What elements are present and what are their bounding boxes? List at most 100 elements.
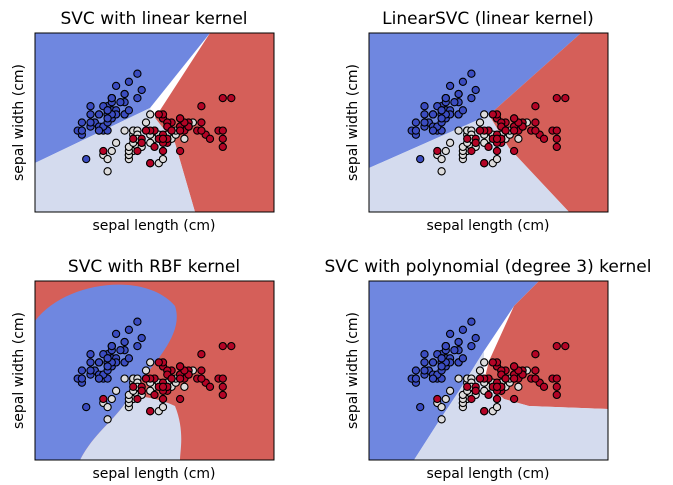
data-point-setosa <box>124 77 134 86</box>
data-point-setosa <box>467 93 476 103</box>
data-point-setosa <box>420 110 429 119</box>
data-point-virginica <box>158 146 168 156</box>
data-point-virginica <box>501 374 510 383</box>
data-point-virginica <box>175 374 185 383</box>
data-point-versicolor <box>103 415 112 424</box>
data-point-setosa <box>133 69 142 78</box>
decision-regions <box>35 33 274 212</box>
data-point-virginica <box>150 142 159 152</box>
data-point-virginica <box>488 358 497 367</box>
data-point-virginica <box>552 142 561 152</box>
data-point-virginica <box>175 362 185 371</box>
data-point-versicolor <box>454 374 463 383</box>
data-point-virginica <box>175 126 185 135</box>
data-point-setosa <box>86 110 95 119</box>
data-point-virginica <box>509 374 519 383</box>
data-point-setosa <box>82 402 91 412</box>
data-point-setosa <box>471 333 480 343</box>
data-point-setosa <box>411 118 421 127</box>
data-point-virginica <box>509 114 519 123</box>
subplot-svc-poly: SVC with polynomial (degree 3) kernel se… <box>325 257 652 482</box>
data-point-setosa <box>124 354 134 363</box>
data-point-virginica <box>197 350 206 359</box>
data-point-setosa <box>458 77 468 86</box>
data-point-setosa <box>116 98 125 107</box>
decision-regions <box>35 281 274 460</box>
data-point-setosa <box>77 366 87 375</box>
data-point-virginica <box>552 374 561 383</box>
data-point-virginica <box>197 126 206 135</box>
data-point-setosa <box>428 110 438 119</box>
data-point-setosa <box>437 362 446 371</box>
data-point-setosa <box>86 350 95 359</box>
data-point-versicolor <box>120 126 129 135</box>
data-point-virginica <box>99 146 108 156</box>
decision-region-virginica <box>155 33 274 212</box>
data-point-setosa <box>103 114 112 123</box>
data-point-virginica <box>539 134 549 143</box>
data-point-virginica <box>552 93 561 103</box>
x-axis-label: sepal length (cm) <box>426 218 549 234</box>
data-point-setosa <box>120 89 129 99</box>
data-point-setosa <box>103 362 112 371</box>
data-point-virginica <box>129 382 138 391</box>
data-point-virginica <box>227 341 236 351</box>
data-point-setosa <box>86 358 95 367</box>
data-point-virginica <box>484 390 493 400</box>
decision-region-versicolor <box>369 115 569 212</box>
subplot-svc-linear: SVC with linear kernel sepal length (cm)… <box>11 9 275 234</box>
data-point-setosa <box>137 85 146 95</box>
data-point-virginica <box>561 341 570 351</box>
data-point-virginica <box>509 362 519 371</box>
data-point-virginica <box>133 146 142 156</box>
data-point-setosa <box>454 337 463 347</box>
data-point-virginica <box>471 138 480 147</box>
data-points <box>407 317 570 424</box>
data-point-versicolor <box>475 366 485 375</box>
data-point-setosa <box>420 366 429 375</box>
data-point-virginica <box>552 126 561 135</box>
data-point-setosa <box>420 118 429 127</box>
data-point-virginica <box>509 146 519 156</box>
decision-regions <box>369 281 608 460</box>
data-point-versicolor <box>111 138 121 147</box>
data-point-virginica <box>433 146 442 156</box>
data-point-setosa <box>450 346 459 355</box>
data-point-setosa <box>94 358 104 367</box>
plot-area <box>35 33 274 212</box>
data-point-virginica <box>218 390 227 400</box>
data-point-virginica <box>463 134 472 143</box>
y-axis-label: sepal width (cm) <box>11 64 27 181</box>
data-point-virginica <box>218 93 227 103</box>
data-point-virginica <box>467 394 476 404</box>
data-point-versicolor <box>514 382 523 391</box>
data-point-setosa <box>411 374 421 383</box>
data-point-virginica <box>552 390 561 400</box>
axes-frame <box>34 32 275 213</box>
data-point-setosa <box>441 93 450 103</box>
x-axis-label: sepal length (cm) <box>92 466 215 482</box>
data-point-virginica <box>137 386 146 395</box>
data-point-virginica <box>158 394 168 404</box>
data-point-versicolor <box>141 366 151 375</box>
axes-frame <box>368 32 609 213</box>
data-point-setosa <box>467 341 476 351</box>
data-point-virginica <box>154 110 163 119</box>
data-point-virginica <box>158 382 168 391</box>
data-points <box>407 69 570 176</box>
data-point-virginica <box>205 382 215 391</box>
subplot-title: LinearSVC (linear kernel) <box>382 9 594 29</box>
data-point-setosa <box>77 374 87 383</box>
data-point-versicolor <box>103 154 112 164</box>
data-point-virginica <box>175 114 185 123</box>
data-point-versicolor <box>437 415 446 424</box>
data-point-setosa <box>416 154 425 164</box>
x-axis-label: sepal length (cm) <box>92 218 215 234</box>
data-point-setosa <box>437 114 446 123</box>
data-point-versicolor <box>441 394 450 404</box>
data-point-setosa <box>458 106 468 115</box>
data-point-setosa <box>77 118 87 127</box>
data-point-virginica <box>475 374 485 383</box>
data-point-virginica <box>158 134 168 143</box>
data-point-versicolor <box>158 154 168 164</box>
